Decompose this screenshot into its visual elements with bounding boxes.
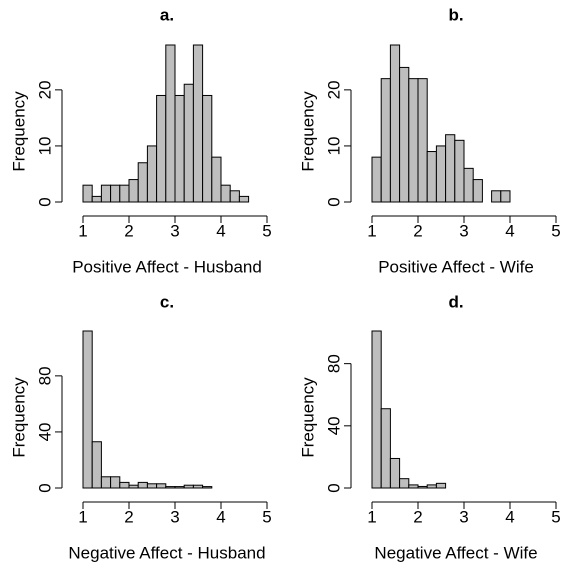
- bar: [119, 481, 130, 489]
- bar: [389, 457, 401, 489]
- bar: [389, 44, 401, 203]
- bar: [156, 483, 167, 489]
- bar: [128, 484, 139, 489]
- bar: [408, 78, 419, 203]
- bar: [371, 156, 382, 203]
- bar: [183, 83, 194, 203]
- y-axis-label: Frequency: [298, 377, 317, 458]
- bar: [435, 145, 447, 203]
- x-tick-label: 1: [367, 221, 376, 240]
- x-tick-label: 3: [170, 507, 179, 526]
- bar: [100, 184, 112, 203]
- y-tick-label: 20: [35, 80, 54, 99]
- bar: [472, 179, 483, 203]
- bar: [165, 486, 176, 489]
- bar: [174, 94, 185, 203]
- y-axis-label: Frequency: [298, 91, 317, 172]
- bar: [211, 156, 222, 203]
- bar: [146, 145, 158, 203]
- x-tick-label: 5: [551, 221, 560, 240]
- bar: [238, 195, 250, 203]
- bar: [435, 482, 447, 489]
- x-tick-label: 3: [459, 507, 468, 526]
- bar: [417, 485, 428, 489]
- panel-title: c.: [160, 292, 174, 311]
- x-tick-label: 4: [216, 507, 225, 526]
- x-tick-label: 5: [262, 221, 271, 240]
- y-tick-label: 40: [324, 416, 343, 435]
- y-tick-label: 40: [35, 422, 54, 441]
- bar: [174, 486, 185, 489]
- x-tick-label: 5: [551, 507, 560, 526]
- x-tick-label: 2: [124, 507, 133, 526]
- bar: [491, 190, 502, 203]
- y-tick-label: 10: [324, 136, 343, 155]
- x-tick-label: 2: [413, 221, 422, 240]
- bar: [380, 408, 391, 489]
- bar: [165, 44, 176, 203]
- bar: [500, 190, 511, 203]
- x-tick-label: 3: [459, 221, 468, 240]
- x-tick-label: 4: [505, 507, 514, 526]
- bar: [183, 484, 194, 489]
- x-tick-label: 2: [124, 221, 133, 240]
- y-tick-label: 0: [324, 197, 343, 206]
- x-tick-label: 1: [78, 221, 87, 240]
- bar: [82, 330, 93, 489]
- bar: [202, 486, 213, 489]
- x-axis-label: Positive Affect - Wife: [378, 257, 534, 276]
- bar: [229, 190, 240, 203]
- x-tick-label: 5: [262, 507, 271, 526]
- x-axis-label: Positive Affect - Husband: [72, 257, 262, 276]
- bar: [202, 94, 213, 203]
- bar: [463, 167, 474, 203]
- panel-title: b.: [448, 5, 463, 24]
- y-tick-label: 0: [35, 197, 54, 206]
- x-tick-label: 1: [78, 507, 87, 526]
- bar: [128, 179, 139, 203]
- y-tick-label: 0: [35, 483, 54, 492]
- bar: [91, 441, 102, 489]
- bar: [137, 162, 148, 203]
- y-tick-label: 80: [35, 366, 54, 385]
- x-axis-label: Negative Affect - Wife: [374, 543, 537, 562]
- x-tick-label: 4: [505, 221, 514, 240]
- bar: [110, 476, 121, 489]
- y-tick-label: 20: [324, 80, 343, 99]
- y-axis-label: Frequency: [9, 377, 28, 458]
- bar: [408, 484, 419, 489]
- bar: [146, 483, 158, 489]
- x-tick-label: 1: [367, 507, 376, 526]
- bar: [156, 94, 167, 203]
- bar: [417, 78, 428, 203]
- y-tick-label: 0: [324, 483, 343, 492]
- bar: [426, 484, 437, 489]
- bar: [399, 478, 410, 489]
- y-axis-label: Frequency: [9, 91, 28, 172]
- x-tick-label: 3: [170, 221, 179, 240]
- bar: [119, 184, 130, 203]
- y-tick-label: 80: [324, 354, 343, 373]
- bar: [192, 484, 204, 489]
- bar: [454, 139, 465, 203]
- bar: [399, 66, 410, 203]
- bar: [100, 476, 112, 489]
- bar: [445, 134, 456, 203]
- bar: [426, 151, 437, 203]
- x-tick-label: 4: [216, 221, 225, 240]
- x-axis-label: Negative Affect - Husband: [68, 543, 265, 562]
- y-tick-label: 10: [35, 136, 54, 155]
- panel-title: d.: [448, 292, 463, 311]
- bar: [110, 184, 121, 203]
- bar: [137, 481, 148, 489]
- bar: [192, 44, 204, 203]
- panel-title: a.: [160, 5, 174, 24]
- bar: [380, 78, 391, 203]
- bar: [91, 195, 102, 203]
- x-tick-label: 2: [413, 507, 422, 526]
- bar: [82, 184, 93, 203]
- bar: [371, 330, 382, 489]
- bar: [220, 184, 231, 203]
